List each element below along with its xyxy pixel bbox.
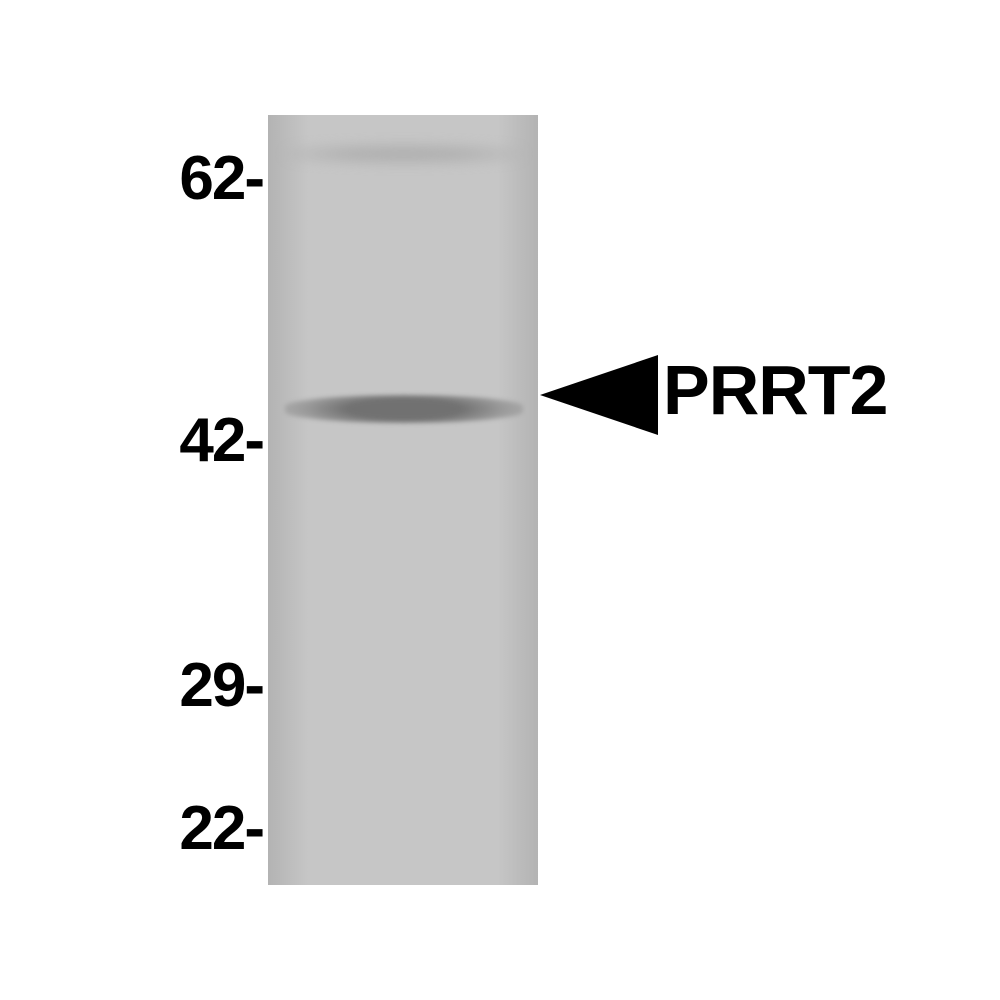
pointer-triangle-icon [540,355,658,435]
marker-label: 29- [179,650,263,721]
marker-label: 62- [179,143,263,214]
blot-container: 62- 42- 29- 22- PRRT2 [0,0,1000,1000]
marker-label: 42- [179,405,263,476]
gel-lane [268,115,538,885]
marker-label: 22- [179,793,263,864]
protein-label: PRRT2 [663,350,887,430]
main-band [285,395,523,423]
faint-band [285,145,523,163]
